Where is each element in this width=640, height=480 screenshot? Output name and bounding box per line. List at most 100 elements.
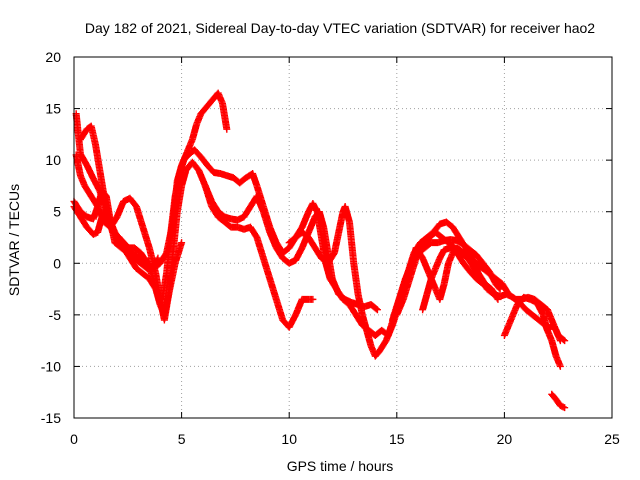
data-point-fill — [169, 178, 181, 224]
data-point-fill — [510, 302, 521, 317]
data-point-fill — [215, 91, 226, 106]
data-point-fill — [77, 126, 90, 142]
data-point-fill — [342, 204, 353, 225]
data-point-fill — [474, 276, 486, 287]
x-tick-label: 0 — [70, 431, 78, 447]
data-point-fill — [189, 121, 200, 142]
data-point-fill — [376, 338, 389, 354]
data-point-fill — [329, 276, 342, 297]
data-point-fill — [331, 230, 342, 255]
data-point-fill — [77, 151, 90, 168]
data-point-fill — [548, 338, 560, 359]
data-point-fill — [254, 194, 267, 214]
data-point-fill — [103, 209, 114, 230]
data-point-fill — [445, 250, 456, 266]
data-point-fill — [189, 159, 202, 173]
data-point-fill — [458, 250, 471, 261]
data-point-fill — [549, 391, 559, 402]
data-point-fill — [202, 100, 213, 112]
data-point-fill — [247, 224, 260, 240]
data-point-fill — [280, 245, 292, 256]
data-point-fill — [163, 220, 177, 255]
y-tick-label: 0 — [53, 255, 61, 271]
data-point-fill — [553, 328, 564, 343]
data-point-fill — [286, 257, 298, 267]
data-point-fill — [320, 225, 332, 255]
data-point-fill — [127, 195, 139, 209]
data-point-fill — [241, 204, 254, 220]
data-point-fill — [249, 171, 260, 189]
data-point-fill — [202, 183, 215, 204]
data-point-fill — [454, 237, 466, 248]
data-point-fill — [433, 229, 445, 241]
data-point-fill — [419, 292, 431, 312]
data-point-fill — [191, 147, 204, 160]
data-point-fill — [533, 300, 546, 317]
data-point-fill — [460, 260, 473, 274]
data-point-fill — [218, 170, 230, 179]
data-point-fill — [415, 245, 428, 256]
data-point-fill — [325, 250, 338, 266]
data-point-fill — [454, 250, 467, 266]
data-point-fill — [299, 209, 312, 230]
data-point-fill — [436, 281, 448, 302]
data-point-fill — [178, 147, 191, 168]
x-axis-label: GPS time / hours — [287, 458, 394, 474]
data-point-fill — [195, 168, 209, 189]
data-point-fill — [363, 328, 375, 348]
data-point-fill — [178, 168, 190, 189]
data-point-fill — [553, 397, 563, 408]
data-point-fill — [528, 296, 539, 306]
data-point-fill — [368, 301, 380, 313]
data-point-fill — [206, 95, 217, 106]
data-point-fill — [237, 175, 249, 186]
data-point-fill — [346, 220, 358, 266]
data-point-fill — [127, 255, 140, 271]
data-point-fill — [409, 250, 422, 266]
data-point-fill — [266, 276, 280, 302]
data-point-fill — [335, 209, 347, 235]
x-tick-label: 25 — [604, 431, 620, 447]
data-point-fill — [336, 291, 348, 303]
data-point-fill — [140, 270, 152, 282]
data-point-fill — [471, 266, 484, 281]
data-point-fill — [90, 176, 103, 194]
data-point-fill — [305, 235, 318, 251]
data-point-fill — [467, 247, 479, 258]
data-point-fill — [91, 229, 100, 238]
data-point-fill — [504, 291, 516, 301]
y-tick-label: 15 — [45, 101, 61, 117]
y-tick-label: -5 — [49, 307, 62, 323]
data-point-fill — [215, 209, 228, 220]
data-point-fill — [521, 294, 533, 303]
data-point-fill — [501, 323, 512, 338]
data-point-fill — [440, 261, 452, 286]
data-point-fill — [94, 214, 106, 235]
data-point-fill — [538, 301, 550, 313]
data-point-fill — [107, 224, 120, 240]
data-point-fill — [383, 323, 396, 343]
data-point-fill — [165, 261, 179, 297]
data-point-fill — [372, 348, 383, 359]
data-point-fill — [133, 265, 146, 277]
data-point-fill — [549, 322, 559, 333]
data-point-fill — [505, 312, 516, 328]
data-point-fill — [402, 261, 415, 281]
data-point-fill — [172, 240, 185, 266]
data-point-fill — [350, 261, 362, 297]
data-point-fill — [529, 312, 542, 323]
data-point-fill — [432, 256, 443, 271]
data-point-fill — [292, 297, 306, 317]
chart-title: Day 182 of 2021, Sidereal Day-to-day VTE… — [85, 20, 595, 36]
data-point-fill — [144, 264, 156, 272]
data-point-fill — [235, 213, 247, 223]
data-point-fill — [292, 245, 305, 263]
data-point-fill — [486, 286, 499, 297]
data-point-fill — [185, 137, 196, 152]
series-track-11 — [500, 293, 564, 345]
data-point-fill — [138, 250, 150, 266]
data-point-fill — [428, 266, 439, 281]
data-point-fill — [465, 255, 477, 271]
data-point-fill — [342, 296, 354, 306]
data-point-fill — [437, 247, 447, 261]
